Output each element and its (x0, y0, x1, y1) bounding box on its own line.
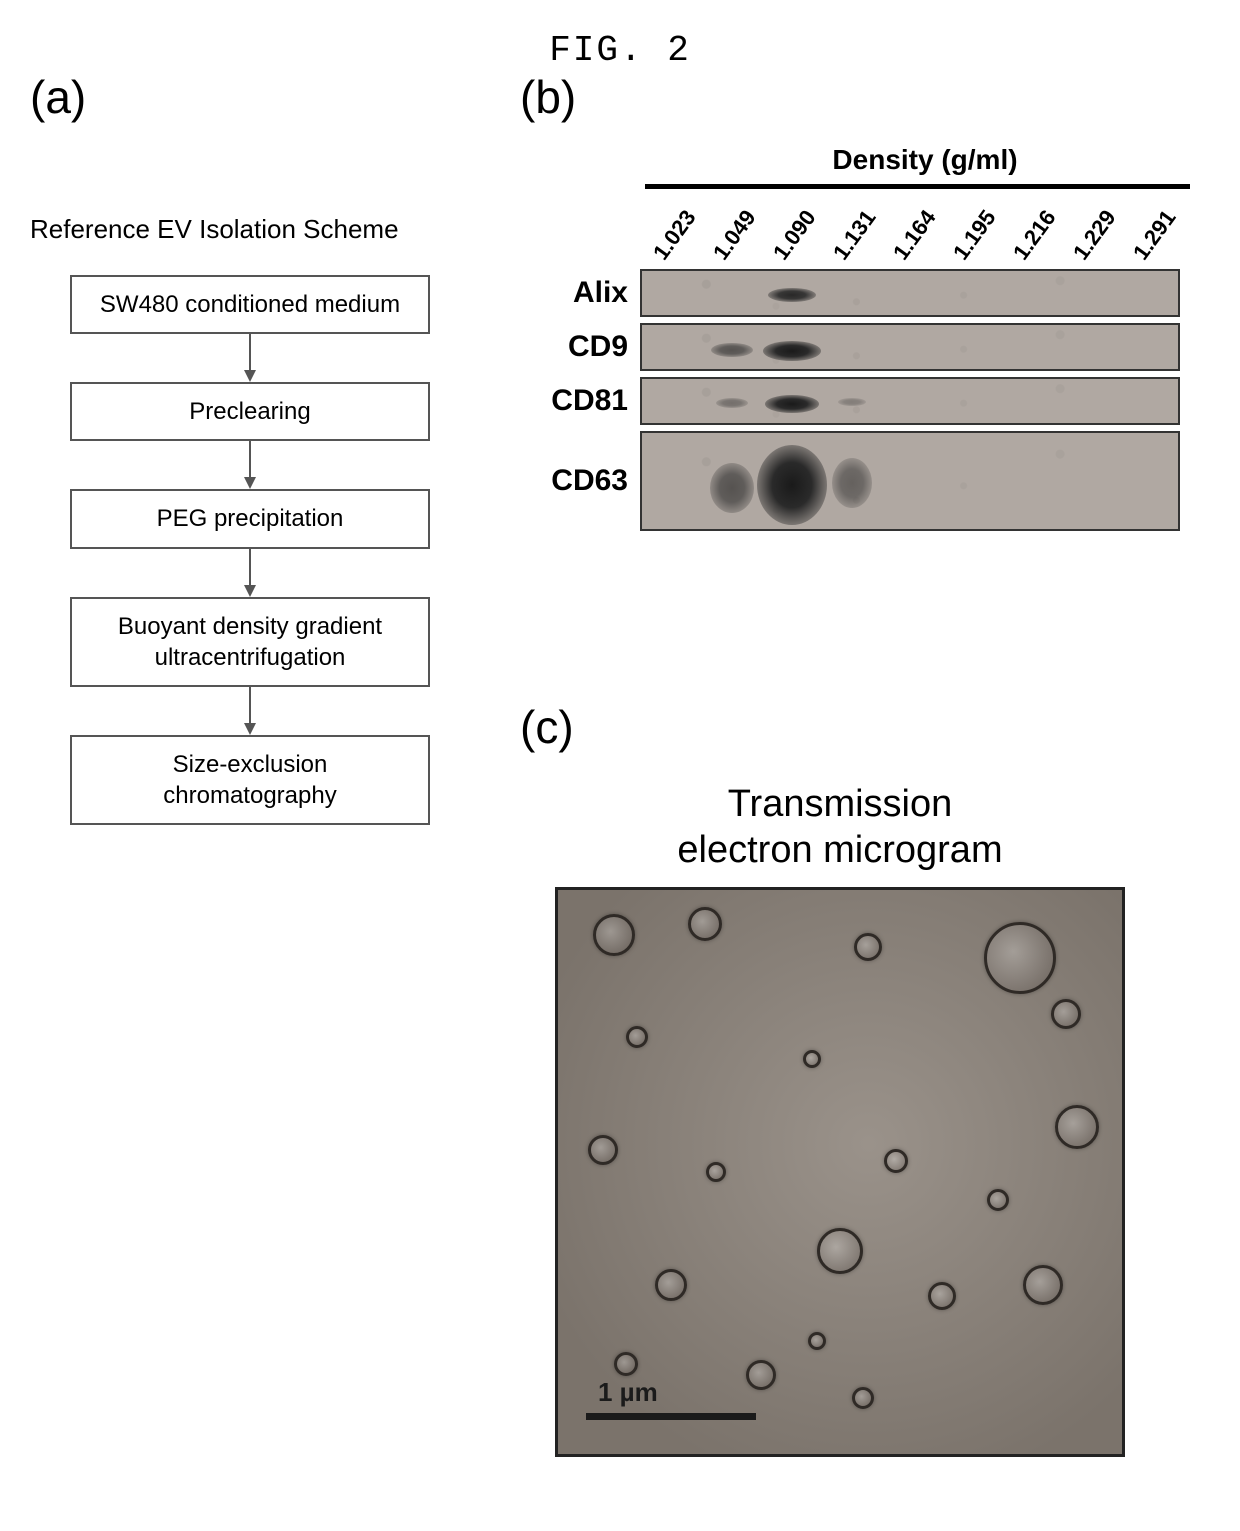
scale-bar-label: 1 µm (598, 1377, 658, 1408)
density-tick-label: 1.131 (828, 205, 881, 265)
tem-title-line2: electron microgram (677, 829, 1002, 871)
panel-a: (a) Reference EV Isolation Scheme SW480 … (30, 70, 470, 825)
vesicle (928, 1282, 956, 1310)
density-tick-labels: 1.0231.0491.0901.1311.1641.1951.2161.229… (645, 195, 1210, 265)
density-tick-label: 1.195 (948, 205, 1001, 265)
flow-step: SW480 conditioned medium (70, 275, 430, 334)
blot-band (757, 445, 827, 525)
panel-b: (b) Density (g/ml) 1.0231.0491.0901.1311… (520, 70, 1210, 537)
blot-row: Alix (520, 269, 1210, 317)
blot-lane (640, 377, 1180, 425)
western-blot-grid: Alix CD9 CD81 CD63 (520, 269, 1210, 531)
density-axis-title: Density (g/ml) (640, 144, 1210, 176)
blot-marker-label: Alix (520, 276, 640, 310)
blot-row: CD63 (520, 431, 1210, 531)
scheme-title: Reference EV Isolation Scheme (30, 214, 470, 245)
flow-step: Buoyant density gradientultracentrifugat… (70, 597, 430, 687)
tem-title-line1: Transmission (728, 783, 953, 825)
panel-a-label: (a) (30, 70, 470, 124)
flow-arrow-icon (240, 441, 260, 489)
vesicle (688, 907, 722, 941)
density-tick-label: 1.090 (768, 205, 821, 265)
vesicle (706, 1162, 726, 1182)
flow-step: Preclearing (70, 382, 430, 441)
tem-title: Transmission electron microgram (520, 782, 1160, 873)
density-axis-bar (645, 184, 1190, 189)
blot-band (832, 458, 872, 508)
density-tick-label: 1.229 (1068, 205, 1121, 265)
vesicle (614, 1352, 638, 1376)
vesicle (655, 1269, 687, 1301)
blot-lane (640, 269, 1180, 317)
vesicle (588, 1135, 618, 1165)
flow-step: Size-exclusionchromatography (70, 735, 430, 825)
density-tick-label: 1.291 (1128, 205, 1181, 265)
panel-c: (c) Transmission electron microgram 1 µm (520, 700, 1160, 1457)
blot-lane (640, 323, 1180, 371)
blot-marker-label: CD63 (520, 464, 640, 498)
density-tick-label: 1.049 (708, 205, 761, 265)
flowchart: SW480 conditioned medium Preclearing PEG p… (30, 275, 470, 825)
vesicle (1055, 1105, 1099, 1149)
blot-noise (642, 271, 1178, 315)
blot-lane (640, 431, 1180, 531)
vesicle (984, 922, 1056, 994)
flow-step: PEG precipitation (70, 489, 430, 548)
density-tick-label: 1.023 (648, 205, 701, 265)
vesicle (852, 1387, 874, 1409)
tem-micrograph: 1 µm (555, 887, 1125, 1457)
flow-arrow-icon (240, 687, 260, 735)
vesicle (854, 933, 882, 961)
vesicle (1051, 999, 1081, 1029)
figure-title: FIG. 2 (20, 30, 1220, 71)
blot-band (710, 463, 754, 513)
blot-row: CD9 (520, 323, 1210, 371)
density-tick-label: 1.216 (1008, 205, 1061, 265)
flow-arrow-icon (240, 334, 260, 382)
blot-marker-label: CD81 (520, 384, 640, 418)
flow-arrow-icon (240, 549, 260, 597)
vesicle (817, 1228, 863, 1274)
vesicle (1023, 1265, 1063, 1305)
vesicle (626, 1026, 648, 1048)
density-tick-label: 1.164 (888, 205, 941, 265)
panel-b-label: (b) (520, 70, 1210, 124)
blot-band (768, 288, 816, 302)
blot-marker-label: CD9 (520, 330, 640, 364)
scale-bar (586, 1413, 756, 1420)
blot-row: CD81 (520, 377, 1210, 425)
panel-c-label: (c) (520, 700, 1160, 754)
